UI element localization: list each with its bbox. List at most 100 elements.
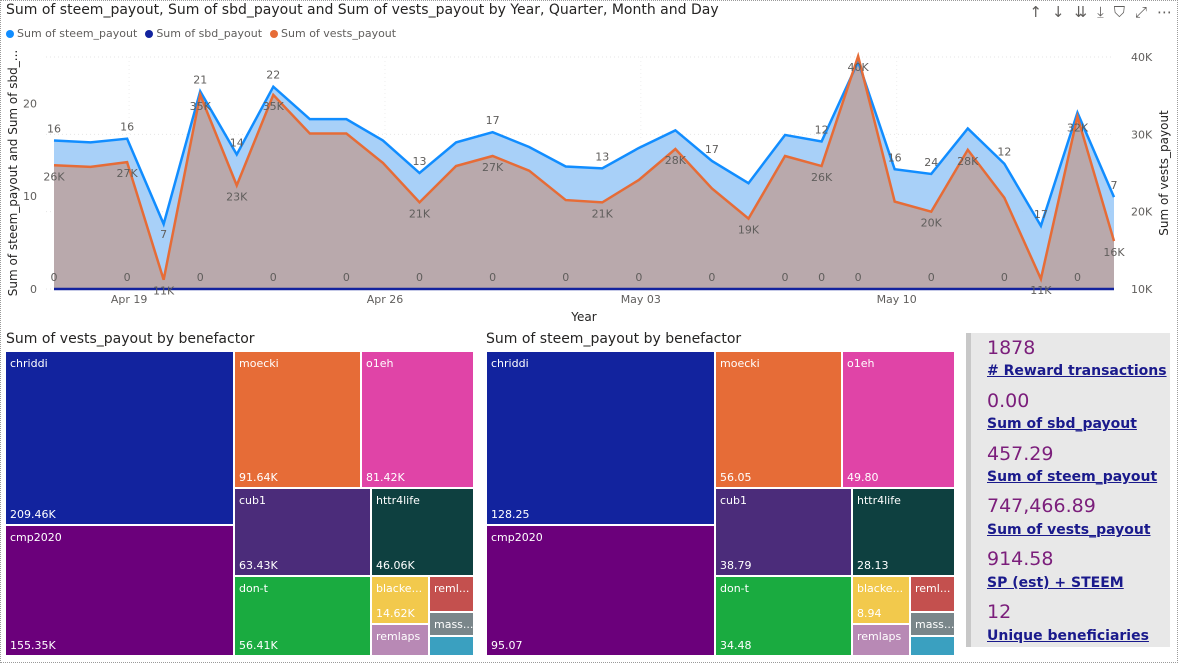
y-left-tick: 0 (30, 283, 37, 296)
vests-data-label: 26K (43, 170, 65, 183)
x-axis-title: Year (570, 310, 596, 324)
sbd-data-label: 0 (562, 271, 569, 284)
treemap-cell-value: 8.94 (857, 607, 882, 620)
treemap-cell[interactable]: httr4life 28.13 (852, 488, 955, 576)
double-arrow-down-icon[interactable]: ⇊ (1074, 3, 1088, 21)
x-tick: Apr 26 (367, 293, 404, 306)
card-label-reward-transactions[interactable]: # Reward transactions (987, 363, 1167, 379)
vests-data-label: 35K (263, 100, 285, 113)
treemap-cell[interactable] (429, 636, 474, 656)
treemap-cell[interactable]: chriddi 128.25 (486, 351, 715, 525)
vests-data-label: 28K (665, 154, 687, 167)
card-value-sp-est: 914.58 (987, 548, 1054, 570)
legend-item-vests[interactable]: Sum of vests_payout (270, 27, 396, 40)
steem-data-label: 16 (120, 121, 134, 134)
more-options-icon[interactable]: ⋯ (1157, 3, 1172, 21)
steem-data-label: 16 (47, 123, 61, 136)
treemap-cell[interactable]: mass... (429, 612, 474, 636)
legend-item-sbd[interactable]: Sum of sbd_payout (145, 27, 262, 40)
treemap-cell[interactable]: blacke... 8.94 (852, 576, 910, 624)
vests-data-label: 23K (226, 190, 248, 203)
treemap-cell-name: httr4life (857, 494, 901, 507)
sbd-data-label: 0 (635, 271, 642, 284)
legend-dot-sbd (145, 29, 154, 38)
card-label-sbd[interactable]: Sum of sbd_payout (987, 416, 1137, 432)
treemap-cell[interactable]: moecki 91.64K (234, 351, 361, 488)
card-label-vests[interactable]: Sum of vests_payout (987, 522, 1151, 538)
treemap-cell[interactable]: chriddi 209.46K (5, 351, 234, 525)
treemap-cell[interactable]: reml... (429, 576, 474, 612)
card-value-reward-transactions: 1878 (987, 337, 1036, 359)
treemap-cell[interactable]: blacke... 14.62K (371, 576, 429, 624)
treemap-cell[interactable]: cmp2020 155.35K (5, 525, 234, 656)
treemap-cell-name: cub1 (720, 494, 748, 507)
card-label-steem[interactable]: Sum of steem_payout (987, 469, 1158, 485)
y-right-tick: 30K (1131, 128, 1153, 141)
treemap-cell-name: cmp2020 (10, 531, 62, 544)
treemap-cell-name: reml... (915, 582, 951, 595)
treemap-cell[interactable]: o1eh 49.80 (842, 351, 955, 488)
steem-data-label: 14 (230, 136, 244, 149)
treemap-cell[interactable]: cmp2020 95.07 (486, 525, 715, 656)
treemap-vests[interactable]: chriddi 209.46K cmp2020 155.35K moecki 91.64K… (5, 351, 474, 656)
treemap-cell-value: 56.41K (239, 639, 278, 652)
treemap-cell[interactable]: cub1 38.79 (715, 488, 852, 576)
treemap-cell[interactable]: httr4life 46.06K (371, 488, 474, 576)
treemap-cell-name: don-t (239, 582, 268, 595)
treemap-cell[interactable]: reml... (910, 576, 955, 612)
vests-data-label: 28K (957, 155, 979, 168)
treemap-cell-value: 209.46K (10, 508, 56, 521)
vests-data-label: 19K (738, 224, 760, 237)
y-right-tick: 10K (1131, 283, 1153, 296)
sbd-data-label: 0 (124, 271, 131, 284)
card-value-unique-beneficiaries: 12 (987, 601, 1012, 623)
vests-data-label: 11K (1030, 284, 1052, 297)
treemap-cell[interactable]: remlaps (852, 624, 910, 656)
card-label-unique-beneficiaries[interactable]: Unique beneficiaries (987, 628, 1149, 644)
card-label-sp-est[interactable]: SP (est) + STEEM (987, 575, 1124, 591)
treemap-cell[interactable]: o1eh 81.42K (361, 351, 474, 488)
area-chart[interactable]: 0 10 20 10K 20K 30K 40K Apr 19 Apr 26 May 03 May 1… (0, 44, 1178, 328)
treemap-cell[interactable]: don-t 56.41K (234, 576, 371, 656)
expand-hierarchy-icon[interactable]: ⤓ (1097, 3, 1104, 21)
treemap-cell[interactable]: mass... (910, 612, 955, 636)
treemap-cell[interactable]: remlaps (371, 624, 429, 656)
treemap-cell[interactable]: moecki 56.05 (715, 351, 842, 488)
treemap-cell-value: 63.43K (239, 559, 278, 572)
treemap-cell-value: 128.25 (491, 508, 530, 521)
x-tick: May 10 (877, 293, 917, 306)
treemap-cell[interactable]: cub1 63.43K (234, 488, 371, 576)
steem-data-label: 13 (595, 150, 609, 163)
treemap-steem[interactable]: chriddi 128.25 cmp2020 95.07 moecki 56.05 o1eh… (486, 351, 955, 656)
filter-icon[interactable]: ⛉ (1113, 3, 1125, 21)
treemap-cell-value: 46.06K (376, 559, 415, 572)
y-axis-right-title: Sum of vests_payout (1157, 110, 1171, 236)
x-tick: Apr 19 (111, 293, 148, 306)
treemap-cell-value: 91.64K (239, 471, 278, 484)
steem-data-label: 7 (1111, 179, 1118, 192)
treemap-cell[interactable]: don-t 34.48 (715, 576, 852, 656)
vests-line (53, 51, 1116, 283)
treemap-cell-value: 56.05 (720, 471, 752, 484)
steem-data-label: 16 (888, 151, 902, 164)
treemap-cell-name: remlaps (376, 630, 421, 643)
vests-data-label: 21K (592, 207, 614, 220)
visual-header-toolbar: ↑ ↓ ⇊ ⤓ ⛉ ⤢ ⋯ (1029, 3, 1172, 21)
treemap-cell-name: remlaps (857, 630, 902, 643)
arrow-up-icon[interactable]: ↑ (1029, 3, 1042, 21)
legend-dot-steem (6, 29, 14, 38)
arrow-down-icon[interactable]: ↓ (1051, 3, 1065, 21)
treemap-cell[interactable] (910, 636, 955, 656)
vests-data-label: 16K (1103, 246, 1125, 259)
treemap-cell-name: mass... (434, 618, 474, 631)
y-left-tick: 20 (23, 97, 37, 110)
treemap-cell-value: 34.48 (720, 639, 752, 652)
focus-mode-icon[interactable]: ⤢ (1134, 3, 1147, 21)
treemap-left-title: Sum of vests_payout by benefactor (6, 331, 255, 347)
vests-data-label: 26K (811, 171, 833, 184)
steem-line (53, 58, 1116, 229)
y-left-tick: 10 (23, 190, 37, 203)
sbd-data-label: 0 (855, 271, 862, 284)
steem-data-label: 21 (193, 73, 207, 86)
legend-item-steem[interactable]: Sum of steem_payout (6, 27, 137, 40)
